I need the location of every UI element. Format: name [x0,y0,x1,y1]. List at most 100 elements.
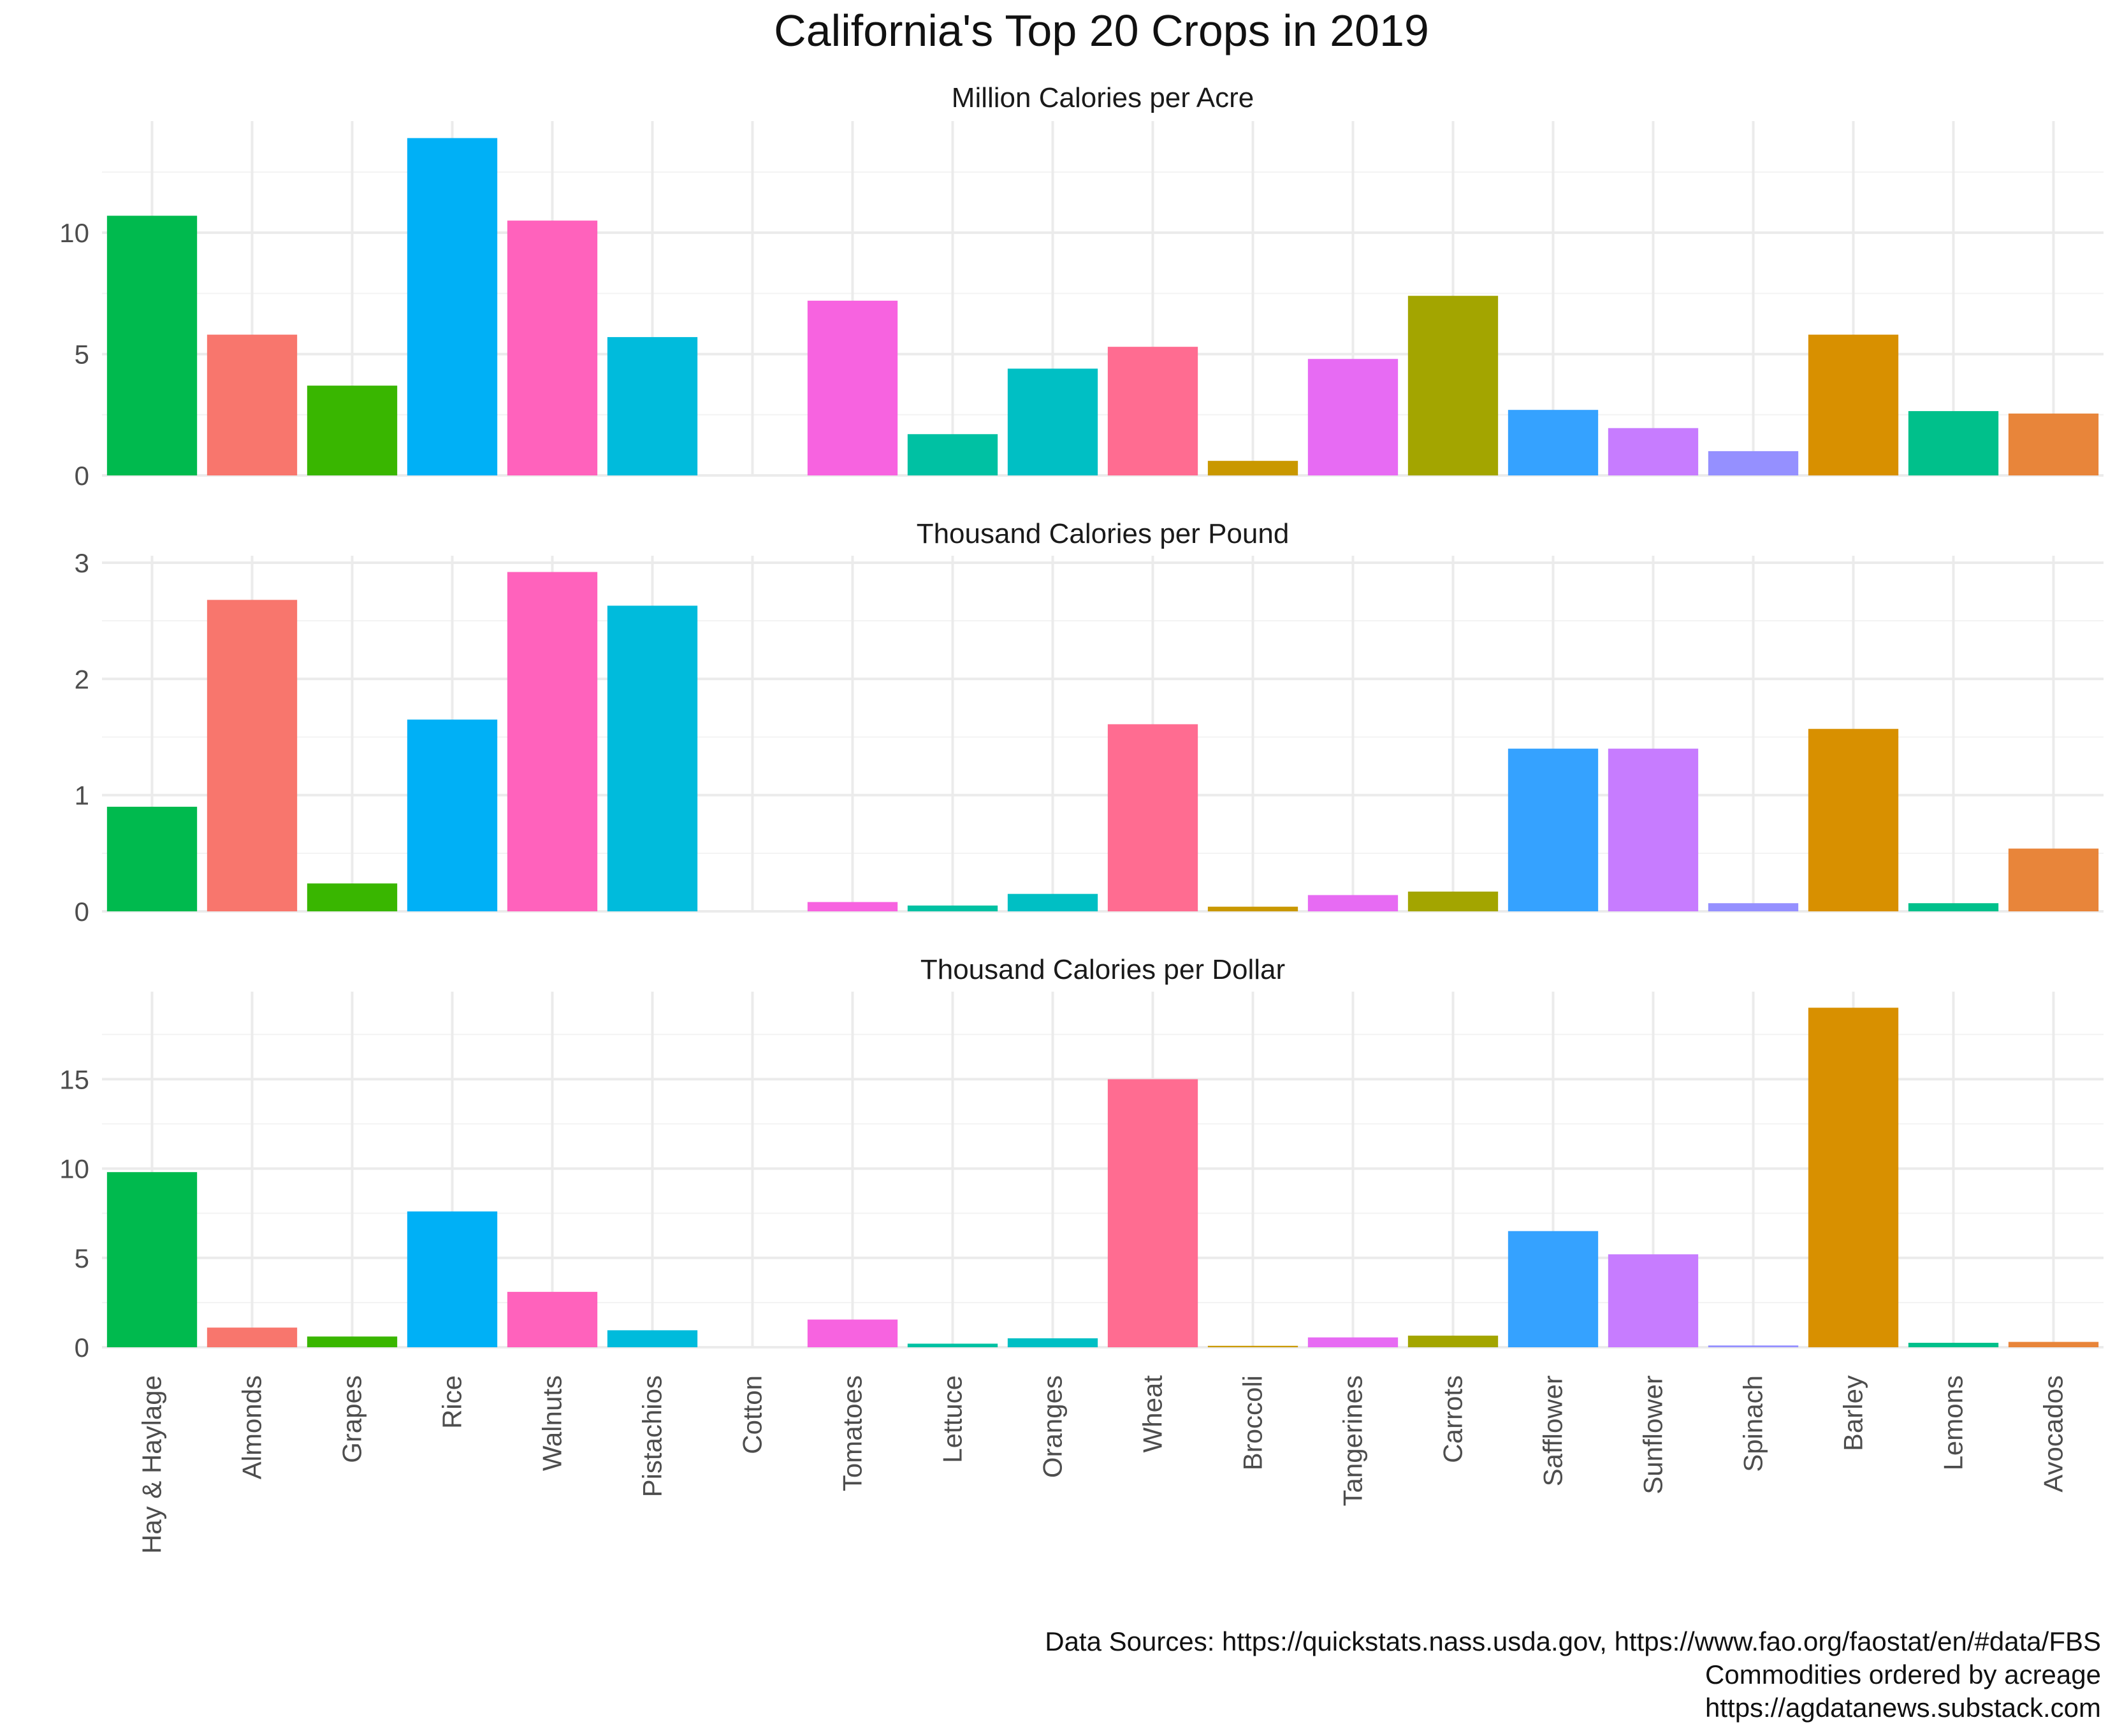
bar-broccoli [1207,461,1298,475]
x-tick-label: Lettuce [938,1375,968,1463]
bar-barley [1808,728,1899,911]
bar-spinach [1708,1345,1799,1347]
bar-broccoli [1207,906,1298,911]
bar-oranges [1007,368,1098,475]
bar-lettuce [907,905,998,911]
bar-lemons [1908,411,1999,475]
bar-safflower [1508,1231,1599,1347]
bar-almonds [207,1327,298,1347]
y-tick-label: 0 [75,1333,89,1363]
bar-carrots [1407,296,1499,475]
bar-pistachios [607,336,698,475]
y-tick-label: 5 [75,1243,89,1273]
x-tick-label: Barley [1838,1375,1868,1451]
caption: Data Sources: https://quickstats.nass.us… [1045,1626,2101,1723]
caption-ordering: Commodities ordered by acreage [1705,1660,2101,1689]
bar-hay-haylage [106,1172,198,1347]
bar-broccoli [1207,1345,1298,1347]
x-tick-label: Grapes [337,1375,367,1463]
bar-sunflower [1608,1254,1699,1347]
bar-safflower [1508,748,1599,911]
x-tick-label: Almonds [237,1375,267,1479]
x-tick-label: Hay & Haylage [137,1375,167,1554]
bar-pistachios [607,1330,698,1347]
bar-walnuts [507,1292,598,1347]
facet-panel-1: Million Calories per Acre 0 5 10 [59,82,2104,491]
bar-tomatoes [807,300,898,475]
x-tick-label: Sunflower [1638,1375,1668,1494]
bar-almonds [207,335,298,475]
bar-lemons [1908,903,1999,911]
bar-tomatoes [807,1319,898,1347]
x-tick-label: Safflower [1538,1375,1568,1486]
y-tick-label: 10 [59,1154,89,1184]
bar-wheat [1107,347,1198,475]
y-tick-label: 0 [75,461,89,491]
y-tick-label: 2 [75,664,89,694]
x-tick-label: Pistachios [637,1375,667,1497]
bar-avocados [2008,848,2099,911]
x-tick-label: Wheat [1138,1375,1168,1453]
bar-sunflower [1608,748,1699,911]
bar-tomatoes [807,902,898,911]
y-tick-label: 10 [59,218,89,248]
bar-lemons [1908,1342,1999,1347]
facet-strip-label: Thousand Calories per Dollar [920,954,1285,985]
bar-tangerines [1307,895,1399,911]
x-axis: Hay & Haylage Almonds Grapes Rice Walnuts Pis… [137,1375,2068,1554]
bar-tangerines [1307,359,1399,475]
facet-panel-2: Thousand Calories per Pound 0 1 2 3 [75,518,2104,927]
bar-avocados [2008,1342,2099,1347]
bar-avocados [2008,413,2099,475]
x-tick-label: Rice [437,1375,467,1429]
bar-walnuts [507,221,598,475]
bar-grapes [307,386,398,475]
x-tick-label: Spinach [1738,1375,1768,1472]
bar-rice [407,720,498,911]
facet-panel-3: Thousand Calories per Dollar 0 5 10 15 [59,954,2104,1363]
x-tick-label: Oranges [1038,1375,1068,1478]
bar-carrots [1407,892,1499,911]
y-tick-label: 1 [75,781,89,811]
bar-oranges [1007,893,1098,911]
bar-lettuce [907,434,998,475]
bar-rice [407,138,498,475]
y-tick-label: 15 [59,1064,89,1094]
bar-lettuce [907,1343,998,1347]
caption-sources: Data Sources: https://quickstats.nass.us… [1045,1626,2101,1656]
bar-hay-haylage [106,806,198,911]
chart-title: California's Top 20 Crops in 2019 [774,6,1429,55]
bar-hay-haylage [106,215,198,475]
x-tick-label: Walnuts [537,1375,567,1471]
caption-url: https://agdatanews.substack.com [1705,1693,2101,1723]
x-tick-label: Carrots [1438,1375,1468,1463]
bar-barley [1808,335,1899,475]
facet-strip-label: Million Calories per Acre [952,82,1254,113]
bar-sunflower [1608,428,1699,475]
bar-grapes [307,883,398,911]
y-tick-label: 0 [75,897,89,927]
bar-spinach [1708,451,1799,475]
bar-oranges [1007,1338,1098,1347]
bar-safflower [1508,410,1599,475]
x-tick-label: Broccoli [1238,1375,1268,1470]
x-tick-label: Avocados [2039,1375,2068,1493]
bar-grapes [307,1336,398,1347]
x-tick-label: Lemons [1938,1375,1968,1470]
x-tick-label: Tomatoes [838,1375,868,1491]
facet-strip-label: Thousand Calories per Pound [917,518,1290,549]
bar-barley [1808,1008,1899,1347]
bar-pistachios [607,605,698,911]
y-tick-label: 5 [75,340,89,370]
bar-wheat [1107,724,1198,911]
bar-tangerines [1307,1337,1399,1347]
bar-wheat [1107,1079,1198,1347]
y-tick-label: 3 [75,548,89,578]
x-tick-label: Tangerines [1338,1375,1368,1506]
bar-carrots [1407,1335,1499,1347]
bar-almonds [207,600,298,911]
x-tick-label: Cotton [738,1375,767,1454]
